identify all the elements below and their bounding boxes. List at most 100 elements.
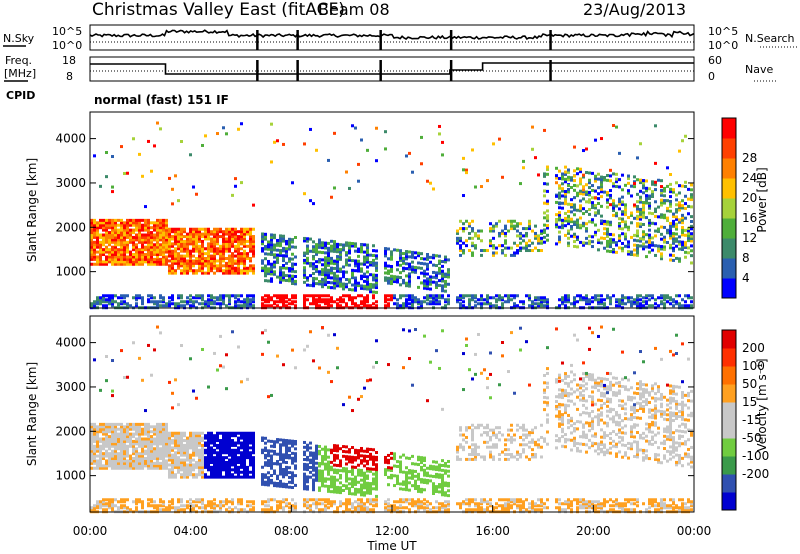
scatter-cell — [285, 254, 288, 258]
scatter-cell — [333, 279, 336, 283]
scatter-cell — [183, 235, 186, 239]
scatter-cell — [135, 454, 138, 458]
scatter-cell — [579, 223, 582, 227]
scatter-cell — [342, 282, 345, 286]
scatter-cell — [639, 210, 642, 214]
scatter-cell — [159, 464, 162, 468]
y-tick-label: 4000 — [55, 132, 86, 146]
scatter-cell — [168, 451, 171, 455]
scatter-cell — [189, 298, 192, 302]
scatter-cell — [237, 500, 240, 504]
scatter-cell — [261, 477, 264, 481]
scatter-cell — [186, 453, 189, 457]
scatter-cell — [141, 504, 144, 508]
scatter-cell — [354, 458, 357, 462]
scatter-cell — [525, 231, 528, 235]
scatter-cell — [150, 255, 153, 259]
scatter-cell — [345, 282, 348, 286]
scatter-cell — [606, 193, 609, 197]
scatter-cell — [117, 444, 120, 448]
scatter-cell — [216, 259, 219, 263]
scatter-cell — [225, 237, 228, 241]
scatter-cell — [558, 304, 561, 308]
scatter-cell — [168, 296, 171, 300]
scatter-cell — [210, 237, 213, 241]
scatter-cell — [681, 221, 684, 225]
scatter-cell — [324, 479, 327, 483]
scatter-cell — [198, 230, 201, 234]
scatter-cell — [243, 232, 246, 236]
scatter-cell — [150, 439, 153, 443]
scatter-cell — [120, 439, 123, 443]
scatter-cell — [636, 222, 639, 226]
scatter-cell — [123, 300, 126, 304]
scatter-cell — [588, 220, 591, 224]
scatter-cell — [186, 254, 189, 258]
scatter-cell — [342, 272, 345, 276]
scatter-cell — [327, 258, 330, 262]
scatter-cell — [240, 451, 243, 455]
scatter-cell — [570, 225, 573, 229]
scatter-cell — [231, 230, 234, 234]
scatter-cell — [666, 209, 669, 213]
scatter-cell — [120, 294, 123, 298]
scatter-cell — [447, 270, 450, 274]
scatter-cell — [126, 262, 129, 266]
scatter-cell — [111, 432, 114, 436]
scatter-cell — [135, 218, 138, 222]
scatter-cell — [177, 302, 180, 306]
scatter-cell — [180, 271, 183, 275]
scatter-cell — [165, 444, 168, 448]
scatter-cell — [351, 506, 354, 510]
scatter-cell — [204, 458, 207, 462]
scatter-cell — [168, 506, 171, 510]
scatter-cell — [147, 245, 150, 249]
scatter-cell — [576, 223, 579, 227]
scatter-cell — [345, 260, 348, 264]
scatter-cell — [108, 248, 111, 252]
scatter-cell — [183, 257, 186, 261]
scatter-cell — [252, 468, 255, 472]
scatter-cell — [231, 458, 234, 462]
scatter-cell — [231, 254, 234, 258]
scatter-cell — [264, 436, 267, 440]
scatter-cell — [162, 461, 165, 465]
scatter-cell — [387, 257, 390, 261]
scatter-cell — [429, 181, 432, 185]
scatter-cell — [678, 302, 681, 306]
scatter-cell — [129, 466, 132, 470]
scatter-cell — [543, 298, 546, 302]
scatter-cell — [123, 172, 126, 176]
scatter-cell — [345, 457, 348, 461]
scatter-cell — [543, 240, 546, 244]
scatter-cell — [186, 264, 189, 268]
scatter-cell — [111, 253, 114, 257]
scatter-cell — [606, 200, 609, 204]
scatter-cell — [372, 244, 375, 248]
scatter-cell — [309, 261, 312, 265]
scatter-cell — [633, 175, 636, 179]
scatter-cell — [126, 304, 129, 308]
scatter-cell — [660, 232, 663, 236]
scatter-cell — [360, 302, 363, 306]
scatter-cell — [150, 260, 153, 264]
scatter-cell — [96, 439, 99, 443]
scatter-cell — [180, 475, 183, 479]
scatter-cell — [273, 452, 276, 456]
scatter-cell — [318, 498, 321, 502]
scatter-cell — [429, 287, 432, 291]
scatter-cell — [576, 294, 579, 298]
scatter-cell — [366, 248, 369, 252]
scatter-cell — [333, 286, 336, 290]
scatter-cell — [264, 252, 267, 256]
scatter-cell — [654, 298, 657, 302]
scatter-cell — [192, 230, 195, 234]
scatter-cell — [468, 224, 471, 228]
scatter-cell — [234, 237, 237, 241]
scatter-cell — [423, 262, 426, 266]
scatter-cell — [639, 195, 642, 199]
scatter-cell — [273, 469, 276, 473]
scatter-cell — [111, 498, 114, 502]
scatter-cell — [654, 214, 657, 218]
scatter-cell — [447, 298, 450, 302]
